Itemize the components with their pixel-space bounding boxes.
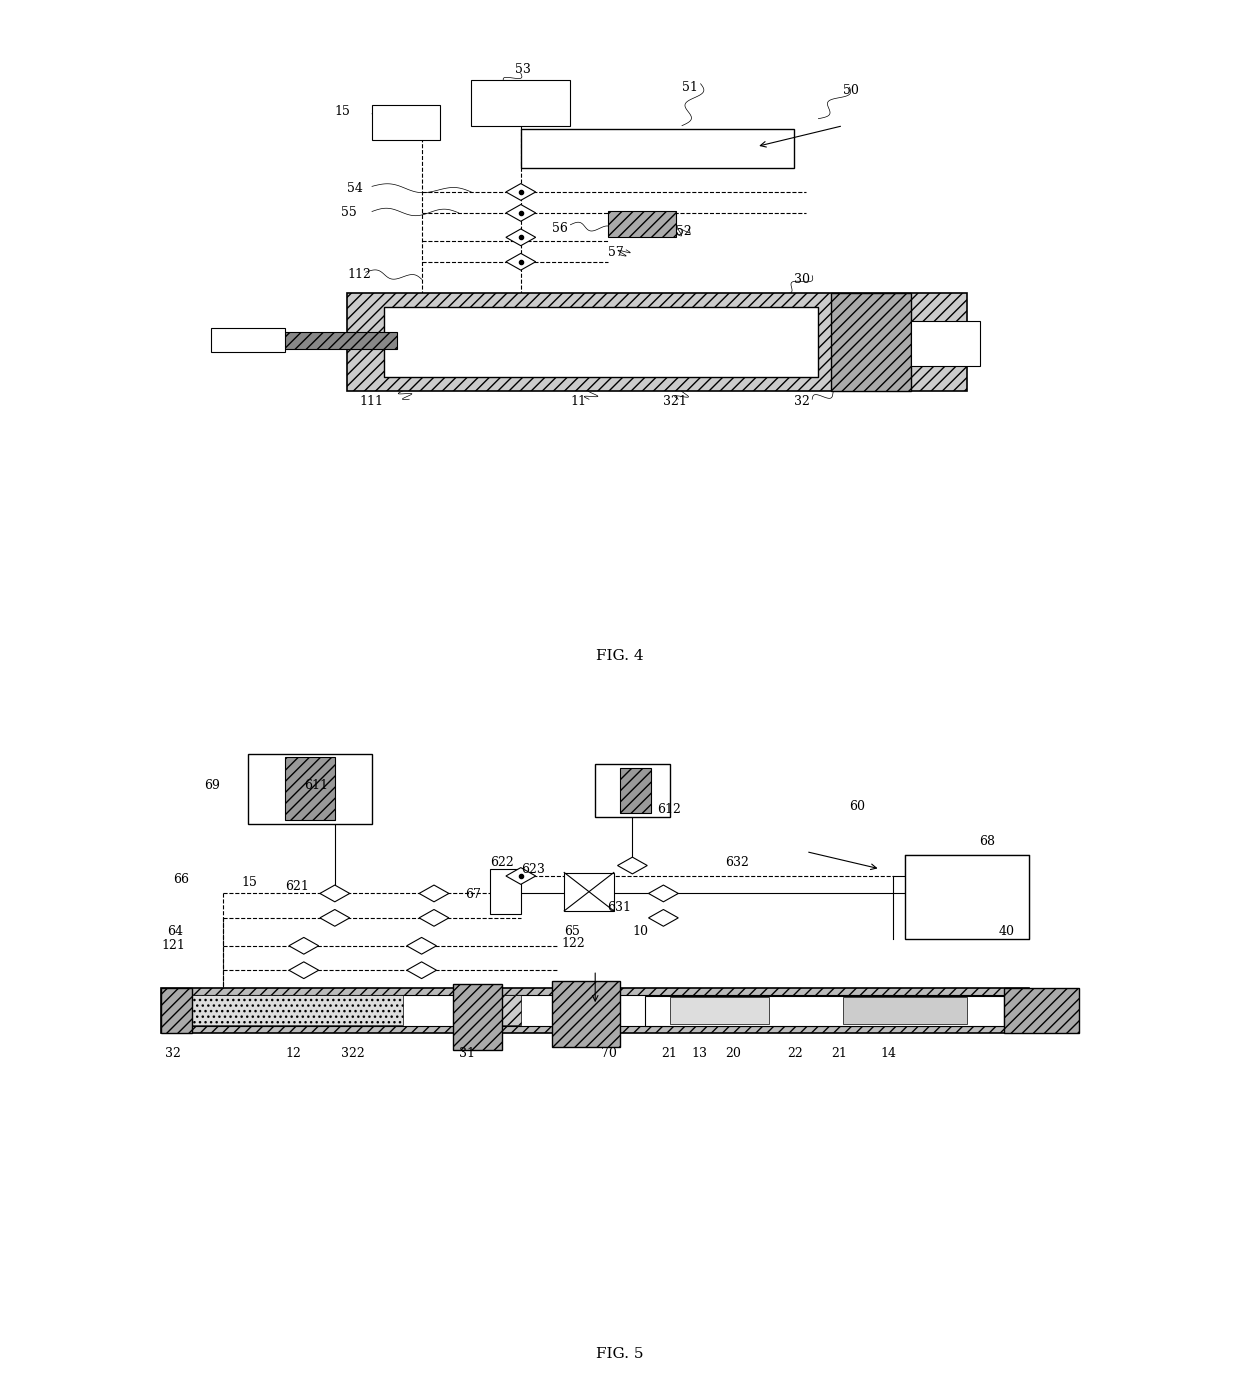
Text: 121: 121 — [161, 940, 185, 952]
Bar — [670, 997, 769, 1025]
Text: 70: 70 — [601, 1047, 618, 1061]
Text: 631: 631 — [608, 900, 631, 914]
Polygon shape — [320, 910, 350, 927]
Bar — [831, 293, 911, 391]
Text: 69: 69 — [205, 779, 221, 792]
Bar — [595, 765, 670, 817]
Text: 54: 54 — [347, 181, 363, 195]
Bar — [285, 757, 335, 821]
Text: 60: 60 — [849, 800, 866, 812]
Text: 15: 15 — [335, 105, 351, 119]
Bar — [471, 80, 570, 126]
Text: 50: 50 — [843, 84, 859, 98]
Text: 64: 64 — [167, 926, 184, 938]
Text: 611: 611 — [304, 779, 327, 792]
Text: 111: 111 — [360, 395, 383, 408]
Bar — [521, 128, 794, 168]
Polygon shape — [289, 962, 319, 979]
Text: 20: 20 — [725, 1047, 742, 1061]
Bar — [1004, 988, 1079, 1033]
Polygon shape — [506, 205, 536, 222]
Bar — [211, 328, 285, 353]
Text: 21: 21 — [831, 1047, 847, 1061]
Text: 31: 31 — [459, 1047, 475, 1061]
Polygon shape — [320, 885, 350, 902]
Bar — [180, 994, 1011, 1026]
Polygon shape — [419, 910, 449, 927]
Text: 56: 56 — [552, 222, 568, 236]
Bar — [552, 980, 620, 1047]
Bar — [911, 321, 980, 367]
Text: 621: 621 — [285, 879, 309, 893]
Text: 112: 112 — [347, 268, 371, 281]
Bar — [384, 307, 818, 377]
Text: 15: 15 — [242, 877, 258, 889]
Polygon shape — [289, 938, 319, 955]
Text: 10: 10 — [632, 926, 649, 938]
Text: 321: 321 — [663, 395, 687, 408]
Text: 55: 55 — [341, 207, 357, 219]
Text: FIG. 4: FIG. 4 — [596, 649, 644, 663]
Text: 632: 632 — [725, 856, 749, 868]
Text: 65: 65 — [564, 926, 580, 938]
Text: 32: 32 — [794, 395, 810, 408]
Text: 623: 623 — [521, 863, 544, 875]
Polygon shape — [419, 885, 449, 902]
Text: 22: 22 — [787, 1047, 804, 1061]
Text: 32: 32 — [165, 1047, 181, 1061]
Text: 11: 11 — [570, 395, 587, 408]
Text: 13: 13 — [692, 1047, 708, 1061]
Bar — [248, 754, 372, 824]
Bar — [180, 995, 403, 1025]
Text: 12: 12 — [285, 1047, 301, 1061]
Bar — [905, 854, 1029, 938]
Bar — [161, 988, 192, 1033]
Text: 622: 622 — [490, 856, 513, 868]
Polygon shape — [649, 885, 678, 902]
Polygon shape — [618, 857, 647, 874]
Bar — [620, 768, 651, 812]
Bar — [453, 984, 502, 1050]
Text: 57: 57 — [608, 246, 624, 260]
Bar — [273, 332, 397, 349]
Polygon shape — [649, 910, 678, 927]
Text: 66: 66 — [174, 872, 190, 886]
Bar — [453, 995, 521, 1025]
Bar — [161, 988, 1029, 1033]
Bar — [490, 868, 521, 914]
Text: 52: 52 — [676, 225, 692, 239]
Bar — [645, 997, 1004, 1026]
Text: 322: 322 — [341, 1047, 365, 1061]
Polygon shape — [506, 229, 536, 246]
Polygon shape — [506, 254, 536, 271]
Text: 68: 68 — [980, 835, 996, 847]
Text: 30: 30 — [794, 272, 810, 286]
Text: 51: 51 — [682, 81, 698, 94]
Bar — [608, 211, 676, 237]
Text: 122: 122 — [562, 937, 585, 951]
Bar — [564, 872, 614, 912]
Text: 40: 40 — [998, 926, 1014, 938]
Text: FIG. 5: FIG. 5 — [596, 1347, 644, 1361]
Text: 612: 612 — [657, 803, 681, 817]
Text: 67: 67 — [465, 888, 481, 902]
Bar — [843, 997, 967, 1025]
Polygon shape — [506, 184, 536, 201]
Text: 14: 14 — [880, 1047, 897, 1061]
Text: 53: 53 — [515, 63, 531, 77]
Polygon shape — [506, 868, 536, 885]
Polygon shape — [407, 938, 436, 955]
Polygon shape — [407, 962, 436, 979]
Bar — [372, 105, 440, 140]
Bar — [347, 293, 967, 391]
Text: 21: 21 — [661, 1047, 677, 1061]
